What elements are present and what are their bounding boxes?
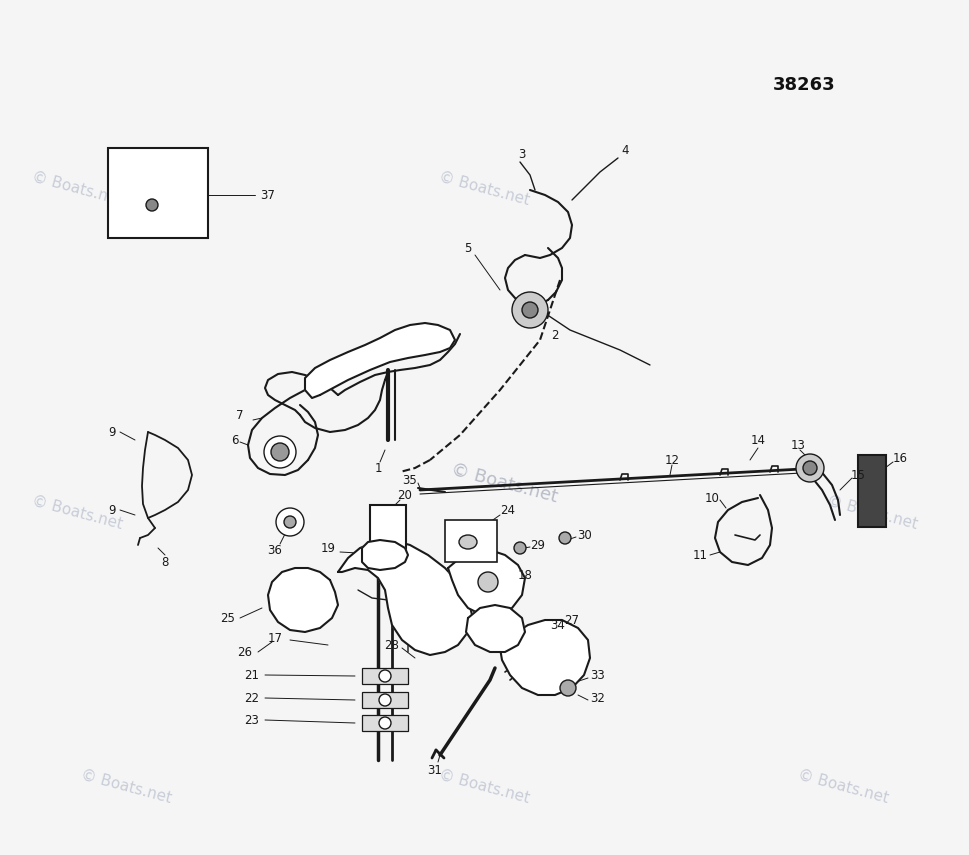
Bar (362, 668, 408, 684)
Text: 7: 7 (236, 409, 244, 422)
Text: 23: 23 (244, 714, 260, 727)
Circle shape (803, 461, 817, 475)
Circle shape (271, 443, 289, 461)
Text: 35: 35 (403, 474, 418, 486)
Text: 15: 15 (851, 469, 865, 481)
Text: 27: 27 (565, 614, 579, 627)
Text: 18: 18 (517, 569, 532, 581)
Circle shape (379, 717, 391, 729)
Bar (445, 520, 497, 562)
Circle shape (379, 694, 391, 706)
Text: 4: 4 (621, 144, 629, 156)
Text: 2: 2 (551, 328, 559, 341)
Text: 16: 16 (892, 451, 908, 464)
Text: 9: 9 (109, 504, 115, 516)
Text: 34: 34 (550, 618, 566, 632)
Polygon shape (338, 540, 472, 655)
Circle shape (478, 572, 498, 592)
Text: 1: 1 (374, 462, 382, 475)
Polygon shape (448, 550, 525, 615)
Bar (362, 692, 408, 708)
Text: 21: 21 (244, 669, 260, 681)
Circle shape (514, 542, 526, 554)
Circle shape (264, 436, 296, 468)
Text: 31: 31 (427, 764, 443, 776)
Text: © Boats.net: © Boats.net (449, 460, 559, 506)
Bar (370, 505, 406, 550)
Text: 19: 19 (321, 541, 335, 555)
Circle shape (276, 508, 304, 536)
Text: 32: 32 (590, 692, 606, 705)
Text: 20: 20 (397, 488, 413, 502)
Text: 11: 11 (693, 549, 707, 562)
Bar (108, 148, 208, 238)
Circle shape (560, 680, 576, 696)
Circle shape (284, 516, 296, 528)
Text: 6: 6 (232, 433, 238, 446)
Polygon shape (362, 540, 408, 570)
Text: © Boats.net: © Boats.net (796, 767, 891, 806)
Text: 22: 22 (244, 692, 260, 705)
Bar (362, 715, 408, 731)
Text: 38263: 38263 (773, 76, 835, 95)
Text: 12: 12 (665, 453, 679, 467)
Text: 36: 36 (267, 544, 282, 557)
Text: 24: 24 (501, 504, 516, 516)
Circle shape (146, 199, 158, 211)
Text: 5: 5 (464, 241, 472, 255)
Bar (858, 455, 886, 527)
Text: 17: 17 (267, 632, 283, 645)
Text: 33: 33 (591, 669, 606, 681)
Text: 13: 13 (791, 439, 805, 451)
Text: © Boats.net: © Boats.net (30, 168, 125, 208)
Polygon shape (305, 323, 455, 398)
Polygon shape (268, 568, 338, 632)
Text: © Boats.net: © Boats.net (78, 767, 173, 806)
Text: 25: 25 (221, 611, 235, 624)
Text: 3: 3 (518, 149, 526, 162)
Ellipse shape (459, 535, 477, 549)
Circle shape (522, 302, 538, 318)
Text: 37: 37 (260, 188, 275, 202)
Text: 8: 8 (161, 556, 169, 569)
Text: 26: 26 (237, 646, 253, 658)
Text: 9: 9 (109, 426, 115, 439)
Circle shape (796, 454, 824, 482)
Circle shape (559, 532, 571, 544)
Text: 10: 10 (704, 492, 719, 504)
Text: 30: 30 (578, 528, 592, 541)
Circle shape (512, 292, 548, 328)
Text: © Boats.net: © Boats.net (437, 168, 532, 208)
Polygon shape (500, 620, 590, 695)
Text: 14: 14 (751, 433, 766, 446)
Text: 29: 29 (530, 539, 546, 551)
Text: © Boats.net: © Boats.net (437, 767, 532, 806)
Text: © Boats.net: © Boats.net (825, 493, 920, 533)
Text: 28: 28 (385, 639, 399, 652)
Text: © Boats.net: © Boats.net (30, 493, 125, 533)
Circle shape (379, 670, 391, 682)
Polygon shape (466, 605, 525, 652)
